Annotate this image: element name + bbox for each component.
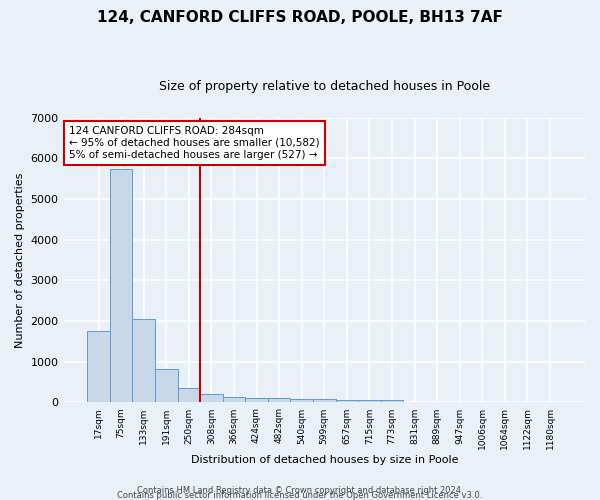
Bar bbox=[290, 400, 313, 402]
Title: Size of property relative to detached houses in Poole: Size of property relative to detached ho… bbox=[159, 80, 490, 93]
Text: 124, CANFORD CLIFFS ROAD, POOLE, BH13 7AF: 124, CANFORD CLIFFS ROAD, POOLE, BH13 7A… bbox=[97, 10, 503, 25]
Bar bbox=[87, 332, 110, 402]
Bar bbox=[335, 400, 358, 402]
Bar bbox=[200, 394, 223, 402]
Bar bbox=[133, 319, 155, 402]
X-axis label: Distribution of detached houses by size in Poole: Distribution of detached houses by size … bbox=[191, 455, 458, 465]
Y-axis label: Number of detached properties: Number of detached properties bbox=[15, 172, 25, 348]
Bar bbox=[245, 398, 268, 402]
Bar bbox=[358, 400, 381, 402]
Text: Contains public sector information licensed under the Open Government Licence v3: Contains public sector information licen… bbox=[118, 491, 482, 500]
Text: Contains HM Land Registry data © Crown copyright and database right 2024.: Contains HM Land Registry data © Crown c… bbox=[137, 486, 463, 495]
Bar bbox=[155, 369, 178, 402]
Bar bbox=[268, 398, 290, 402]
Bar bbox=[313, 400, 335, 402]
Bar bbox=[110, 168, 133, 402]
Bar bbox=[178, 388, 200, 402]
Bar bbox=[381, 400, 403, 402]
Text: 124 CANFORD CLIFFS ROAD: 284sqm
← 95% of detached houses are smaller (10,582)
5%: 124 CANFORD CLIFFS ROAD: 284sqm ← 95% of… bbox=[69, 126, 319, 160]
Bar bbox=[223, 398, 245, 402]
